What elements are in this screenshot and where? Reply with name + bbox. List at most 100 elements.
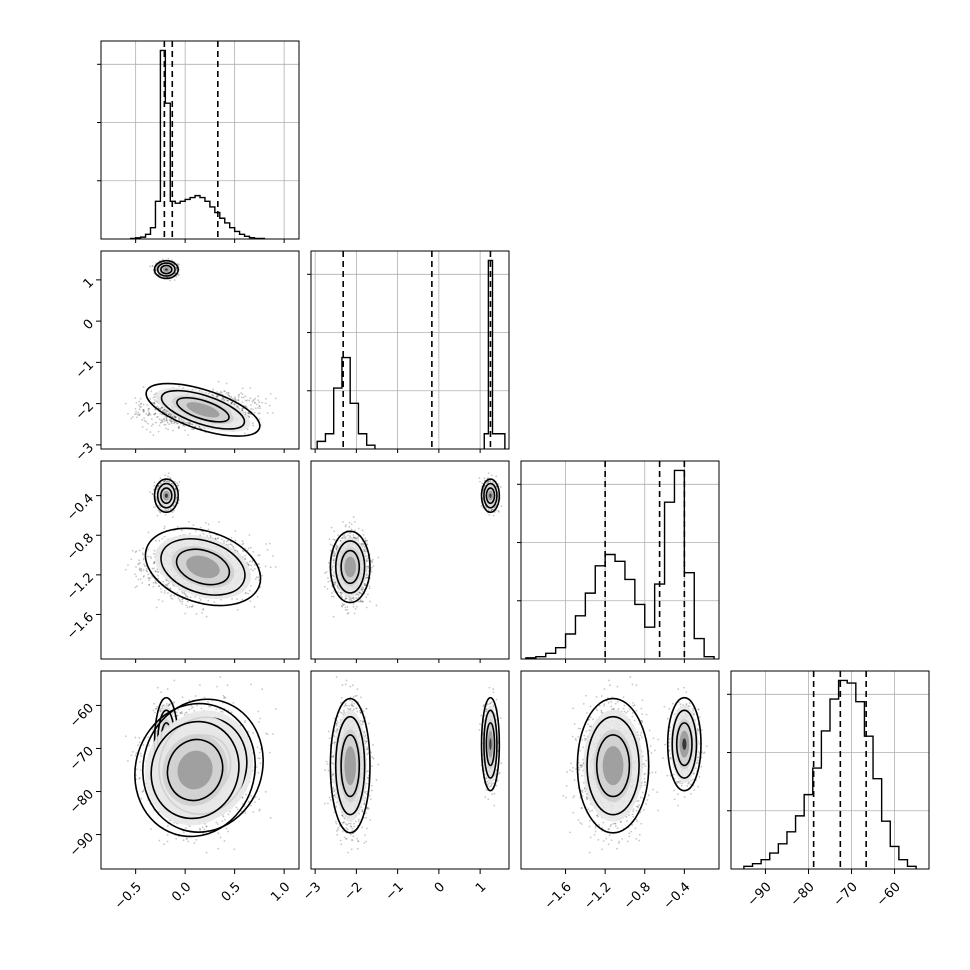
sample-point bbox=[134, 586, 137, 589]
sample-point bbox=[231, 544, 234, 547]
histogram-bin bbox=[225, 223, 230, 239]
sample-point bbox=[249, 386, 251, 389]
sample-point bbox=[240, 392, 243, 394]
sample-point bbox=[191, 605, 193, 608]
sample-point bbox=[163, 409, 166, 412]
sample-point bbox=[248, 534, 251, 536]
sample-point bbox=[237, 399, 240, 402]
sample-point bbox=[151, 264, 154, 267]
sample-point bbox=[162, 418, 165, 421]
histogram-bin bbox=[240, 234, 245, 239]
sample-point bbox=[166, 420, 168, 422]
axes-frame bbox=[100, 40, 300, 240]
sample-point bbox=[242, 542, 245, 545]
histogram-bin bbox=[605, 554, 615, 659]
hist-panel-3 bbox=[727, 670, 930, 870]
sample-point bbox=[176, 422, 179, 425]
sample-point bbox=[149, 397, 152, 400]
sample-point bbox=[141, 425, 144, 428]
sample-point bbox=[168, 480, 171, 483]
sample-point bbox=[147, 576, 150, 579]
histogram-bin bbox=[856, 702, 865, 869]
sample-point bbox=[137, 413, 139, 416]
sample-point bbox=[130, 417, 133, 420]
sample-point bbox=[237, 399, 240, 401]
sample-point bbox=[176, 484, 179, 487]
sample-point bbox=[159, 408, 162, 411]
sample-point bbox=[152, 434, 155, 436]
sample-point bbox=[236, 598, 238, 601]
sample-point bbox=[214, 537, 217, 540]
sample-point bbox=[148, 584, 151, 586]
sample-point bbox=[238, 393, 241, 396]
sample-point bbox=[240, 396, 243, 399]
sample-point bbox=[153, 506, 156, 509]
sample-point bbox=[217, 380, 220, 383]
sample-point bbox=[189, 423, 192, 426]
histogram-bin bbox=[635, 604, 645, 659]
sample-point bbox=[204, 521, 207, 524]
sample-point bbox=[227, 391, 229, 394]
sample-point bbox=[161, 258, 164, 260]
sample-point bbox=[191, 423, 194, 426]
sample-point bbox=[244, 411, 247, 414]
hist-panel-2 bbox=[517, 460, 720, 660]
sample-point bbox=[169, 477, 172, 480]
sample-point bbox=[156, 405, 159, 408]
sample-point bbox=[199, 534, 202, 537]
sample-point bbox=[167, 413, 170, 416]
histogram-bin bbox=[882, 821, 891, 869]
sample-point bbox=[153, 402, 156, 405]
sample-point bbox=[223, 540, 225, 543]
sample-point bbox=[149, 491, 151, 494]
sample-point bbox=[173, 415, 176, 418]
sample-point bbox=[156, 570, 159, 573]
sample-point bbox=[248, 564, 250, 567]
sample-point bbox=[143, 419, 146, 422]
sample-point bbox=[153, 560, 156, 563]
sample-point bbox=[227, 539, 229, 542]
sample-point bbox=[165, 427, 167, 430]
sample-point bbox=[231, 598, 234, 600]
sample-point bbox=[150, 424, 153, 427]
sample-point bbox=[257, 407, 259, 409]
sample-point bbox=[257, 395, 260, 398]
sample-point bbox=[141, 418, 144, 421]
sample-point bbox=[157, 571, 160, 573]
sample-point bbox=[230, 536, 233, 539]
sample-point bbox=[148, 577, 151, 580]
sample-point bbox=[214, 537, 217, 540]
sample-point bbox=[250, 564, 252, 567]
sample-point bbox=[232, 397, 234, 400]
sample-point bbox=[243, 432, 246, 435]
sample-point bbox=[135, 416, 138, 419]
sample-point bbox=[172, 429, 174, 432]
sample-point bbox=[149, 431, 152, 433]
sample-point bbox=[177, 484, 180, 487]
sample-point bbox=[228, 395, 230, 397]
sample-point bbox=[241, 387, 244, 390]
sample-point bbox=[191, 428, 193, 431]
sample-point bbox=[173, 480, 176, 483]
sample-point bbox=[154, 421, 157, 424]
sample-point bbox=[176, 262, 179, 265]
sample-point bbox=[153, 393, 156, 396]
sample-point bbox=[241, 409, 244, 412]
sample-point bbox=[177, 425, 180, 428]
sample-point bbox=[186, 600, 189, 603]
sample-point bbox=[165, 417, 168, 420]
sample-point bbox=[178, 426, 180, 429]
contour-line bbox=[176, 396, 230, 423]
sample-point bbox=[162, 408, 165, 411]
sample-point bbox=[140, 570, 143, 573]
sample-point bbox=[142, 386, 145, 388]
sample-point bbox=[243, 557, 246, 560]
sample-point bbox=[152, 488, 155, 491]
sample-point bbox=[251, 560, 254, 563]
density-level bbox=[164, 268, 168, 271]
sample-point bbox=[237, 394, 240, 397]
histogram-bin bbox=[787, 832, 796, 869]
sample-point bbox=[149, 265, 151, 268]
sample-point bbox=[153, 562, 156, 565]
